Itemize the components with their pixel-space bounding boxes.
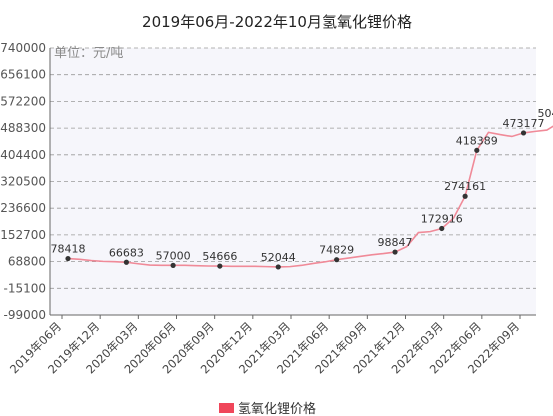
data-point[interactable]	[439, 225, 445, 232]
chart-title: 2019年06月-2022年10月氢氧化锂价格	[142, 13, 412, 31]
data-label: 57000	[156, 249, 191, 262]
data-point[interactable]	[275, 264, 281, 270]
y-tick-label: 488300	[0, 121, 46, 135]
data-label: 274161	[444, 180, 486, 193]
y-tick-label: 656100	[0, 68, 46, 82]
data-point[interactable]	[123, 259, 129, 265]
y-tick-label: 320500	[0, 175, 46, 189]
legend-swatch	[219, 403, 234, 413]
data-label: 98847	[378, 236, 413, 249]
y-tick-label: -15100	[3, 281, 46, 295]
data-point[interactable]	[217, 263, 223, 269]
legend-label: 氢氧化锂价格	[238, 401, 316, 416]
data-point[interactable]	[170, 262, 176, 268]
legend[interactable]: 氢氧化锂价格	[219, 401, 316, 416]
series-layer: 78418 66683 57000 54666 52044 74829 98847 17291…	[51, 107, 553, 270]
data-label: 74829	[319, 244, 354, 257]
x-axis: 2019年06月2019年12月2020年03月2020年06月2020年09月…	[7, 314, 536, 376]
y-tick-label: 68800	[8, 255, 46, 269]
data-label: 504566	[538, 107, 553, 120]
data-label: 418389	[456, 134, 498, 147]
data-label: 52044	[261, 251, 296, 264]
data-point[interactable]	[334, 257, 340, 263]
unit-label: 单位：元/吨	[54, 46, 123, 61]
data-label: 66683	[109, 246, 144, 259]
data-point[interactable]	[462, 193, 468, 199]
y-tick-label: 152700	[0, 228, 46, 242]
data-point[interactable]	[474, 147, 480, 153]
y-axis: 740000 656100 572200 488300 404400 320500 2366…	[0, 41, 51, 322]
y-tick-label: 572200	[0, 94, 46, 108]
data-label: 172916	[421, 212, 463, 225]
y-tick-label: 404400	[0, 148, 46, 162]
y-tick-label: -99000	[3, 308, 46, 322]
y-tick-label: 740000	[0, 41, 46, 55]
data-label: 473177	[503, 117, 545, 130]
data-point[interactable]	[65, 255, 71, 262]
y-tick-label: 236600	[0, 201, 46, 215]
data-point[interactable]	[392, 249, 398, 255]
data-point[interactable]	[520, 130, 527, 136]
data-label: 54666	[202, 250, 237, 263]
data-label: 78418	[51, 243, 86, 256]
